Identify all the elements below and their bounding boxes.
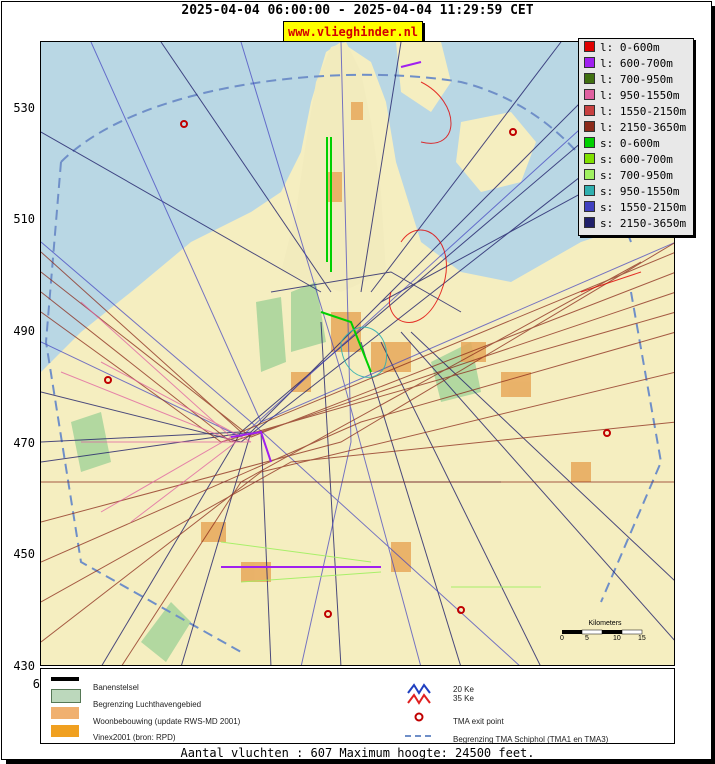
y-tick-490: 490 [13, 324, 35, 338]
legend-swatch [584, 169, 595, 180]
legend-item: s: 0-600m [584, 137, 660, 152]
legend-swatch [584, 41, 595, 52]
texel-island [396, 42, 451, 112]
key-ke35: 35 Ke [453, 694, 474, 703]
legend-swatch [584, 217, 595, 228]
legend-swatch [584, 57, 595, 68]
legend-item: s: 2150-3650m [584, 217, 686, 232]
legend-item: s: 600-700m [584, 153, 673, 168]
key-ke20: 20 Ke [453, 685, 474, 694]
airport-boundary-swatch [51, 689, 81, 703]
y-tick-530: 530 [13, 101, 35, 115]
runway-swatch [51, 677, 79, 681]
tma-exit-icon [414, 712, 424, 722]
scale-graphic [562, 629, 643, 635]
flight-summary: Aantal vluchten : 607 Maximum hoogte: 24… [180, 746, 535, 760]
noise-contour-icon [407, 683, 431, 705]
site-link[interactable]: www.vlieghinder.nl [283, 21, 423, 43]
legend-swatch [584, 105, 595, 116]
legend-swatch [584, 153, 595, 164]
tma-boundary-line [44, 73, 663, 653]
legend-item: l: 950-1550m [584, 89, 679, 104]
legend-item: s: 1550-2150m [584, 201, 686, 216]
y-tick-510: 510 [13, 212, 35, 226]
key-tma-exit: TMA exit point [453, 717, 504, 726]
y-tick-430: 430 [13, 659, 35, 673]
legend-swatch [584, 121, 595, 132]
scale-label: Kilometers [588, 620, 622, 627]
legend-swatch [584, 137, 595, 148]
legend-swatch [584, 89, 595, 100]
legend-swatch [584, 201, 595, 212]
frame-shadow-right [711, 6, 715, 762]
vinex-swatch [51, 725, 79, 737]
legend-item: s: 700-950m [584, 169, 673, 184]
map-canvas [41, 42, 674, 665]
tma-exit-points [104, 120, 611, 618]
key-housing: Woonbebouwing (update RWS-MD 2001) [93, 717, 241, 726]
tma-boundary-swatch [405, 735, 431, 737]
legend-item: l: 0-600m [584, 41, 660, 56]
key-vinex: Vinex2001 (bron: RPD) [93, 733, 176, 742]
altitude-legend: l: 0-600m l: 600-700m l: 700-950m l: 950… [578, 38, 694, 236]
key-runways: Banenstelsel [93, 683, 139, 692]
legend-item: l: 700-950m [584, 73, 673, 88]
legend-item: l: 2150-3650m [584, 121, 686, 136]
flight-tracks [41, 42, 674, 665]
map-key: Banenstelsel Begrenzing Luchthavengebied… [40, 668, 675, 744]
y-tick-450: 450 [13, 547, 35, 561]
legend-item: l: 600-700m [584, 57, 673, 72]
legend-swatch [584, 73, 595, 84]
frame-shadow-bottom [6, 759, 715, 764]
scale-bar: Kilometers 0 5 10 15 [560, 620, 650, 648]
map-title: 2025-04-04 06:00:00 - 2025-04-04 11:29:5… [181, 3, 534, 18]
flight-track-map [40, 41, 675, 666]
housing-swatch [51, 707, 79, 719]
y-tick-470: 470 [13, 436, 35, 450]
key-airport-boundary: Begrenzing Luchthavengebied [93, 700, 202, 709]
key-tma-boundary: Begrenzing TMA Schiphol (TMA1 en TMA3) [453, 735, 609, 744]
legend-item: l: 1550-2150m [584, 105, 686, 120]
legend-swatch [584, 185, 595, 196]
legend-item: s: 950-1550m [584, 185, 679, 200]
mainland-land [41, 42, 674, 665]
